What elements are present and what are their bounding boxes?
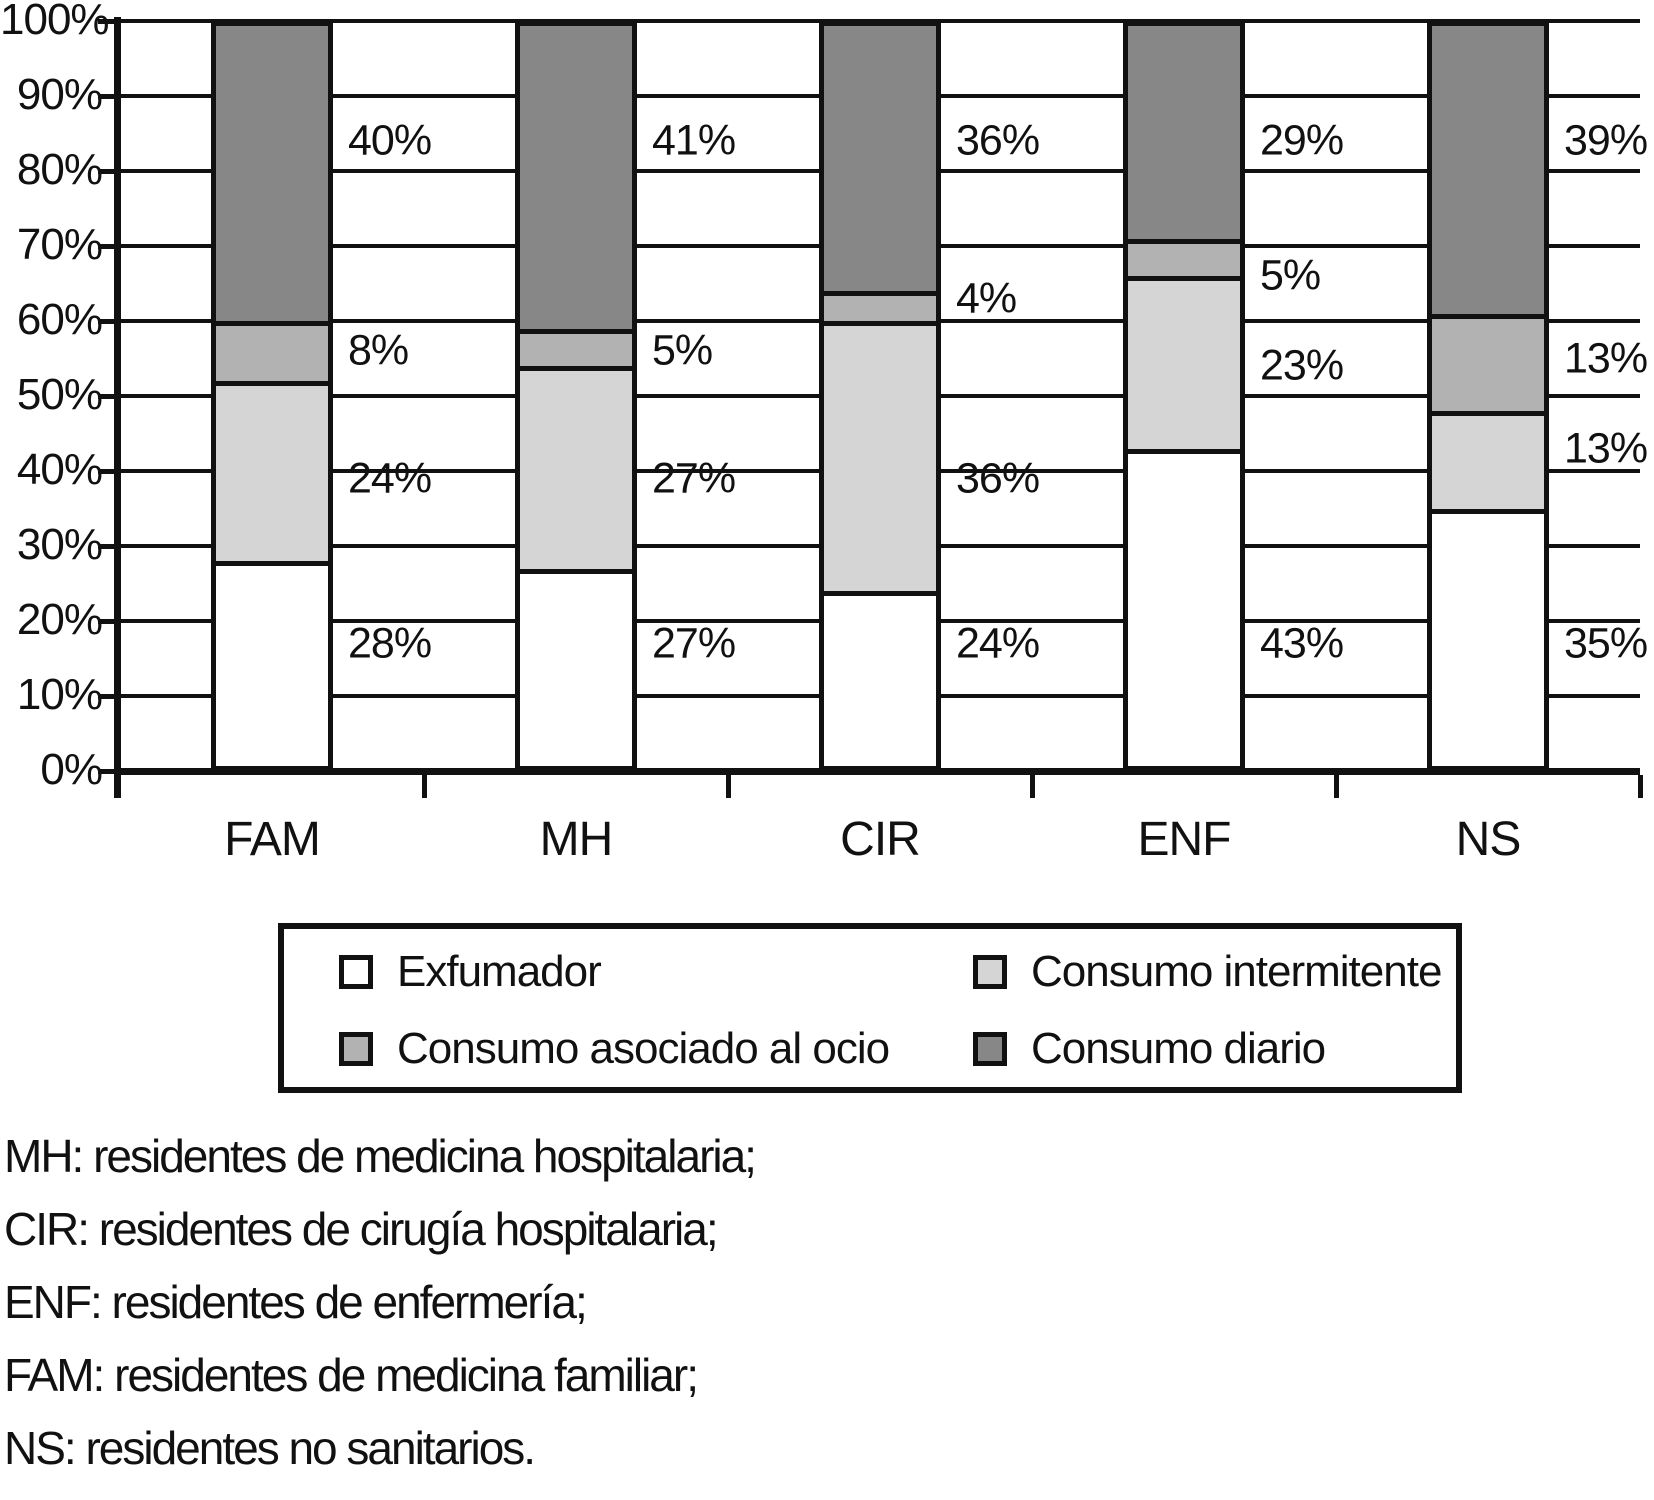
y-tick-label: 90% bbox=[16, 70, 103, 119]
y-axis-tick bbox=[98, 168, 115, 174]
legend-swatch-exfumador bbox=[339, 955, 373, 989]
bar-ENF-segment-exfumador bbox=[1123, 448, 1245, 771]
data-label-MH: 41% bbox=[652, 116, 736, 165]
bar-ENF-segment-consumo-diario bbox=[1123, 21, 1245, 244]
bar-MH-segment-consumo-asociado-al-ocio bbox=[515, 328, 637, 371]
y-tick-label: 100% bbox=[0, 0, 110, 44]
x-axis-label-FAM: FAM bbox=[224, 813, 321, 866]
data-label-CIR: 24% bbox=[956, 619, 1040, 667]
y-axis-line bbox=[114, 17, 121, 798]
data-label-ENF: 29% bbox=[1260, 116, 1344, 165]
legend-label: Consumo intermitente bbox=[1031, 947, 1442, 996]
y-tick-label: 30% bbox=[16, 520, 103, 569]
bar-NS-segment-exfumador bbox=[1427, 508, 1549, 771]
data-label-NS: 35% bbox=[1564, 619, 1648, 667]
data-label-NS: 13% bbox=[1564, 424, 1648, 472]
y-tick-label: 50% bbox=[16, 370, 103, 419]
legend-swatch-consumo-diario bbox=[973, 1032, 1007, 1066]
data-label-MH: 5% bbox=[652, 326, 713, 375]
data-label-NS: 39% bbox=[1564, 116, 1648, 165]
x-axis-tick bbox=[1637, 775, 1643, 798]
y-tick-label: 20% bbox=[16, 595, 103, 644]
bar-MH-segment-consumo-diario bbox=[515, 21, 637, 334]
x-axis-label-NS: NS bbox=[1455, 813, 1522, 866]
data-label-ENF: 43% bbox=[1260, 619, 1344, 667]
y-axis-tick bbox=[98, 543, 115, 549]
y-axis-tick bbox=[98, 243, 115, 249]
y-axis-tick bbox=[98, 618, 115, 624]
legend-label: Exfumador bbox=[397, 947, 602, 996]
bar-NS bbox=[1427, 21, 1549, 771]
bar-ENF bbox=[1123, 21, 1245, 771]
y-axis-tick bbox=[98, 768, 115, 774]
bar-FAM-segment-consumo-asociado-al-ocio bbox=[211, 321, 333, 386]
data-label-FAM: 40% bbox=[348, 116, 432, 165]
footnote-ns: NS: residentes no sanitarios. bbox=[4, 1422, 536, 1474]
footnotes: MH: residentes de medicina hospitalaria;… bbox=[4, 1120, 757, 1485]
x-axis-line bbox=[114, 767, 1640, 775]
y-axis-tick bbox=[98, 18, 115, 24]
y-tick-label: 40% bbox=[16, 445, 103, 494]
bar-FAM bbox=[211, 21, 333, 771]
bar-NS-segment-consumo-diario bbox=[1427, 21, 1549, 319]
legend-label: Consumo asociado al ocio bbox=[397, 1024, 890, 1073]
bar-NS-segment-consumo-asociado-al-ocio bbox=[1427, 313, 1549, 416]
data-label-CIR: 36% bbox=[956, 116, 1040, 165]
legend-swatch-consumo-intermitente bbox=[973, 955, 1007, 989]
x-axis-tick bbox=[725, 775, 731, 798]
bar-CIR-segment-consumo-asociado-al-ocio bbox=[819, 291, 941, 326]
y-tick-label: 80% bbox=[16, 145, 103, 194]
x-axis-tick bbox=[1333, 775, 1339, 798]
y-axis-tick bbox=[98, 393, 115, 399]
legend: Exfumador Consumo intermitente Consumo a… bbox=[278, 923, 1462, 1093]
data-label-CIR: 36% bbox=[956, 454, 1040, 502]
y-axis-tick bbox=[98, 693, 115, 699]
y-tick-label: 0% bbox=[40, 745, 103, 794]
legend-label: Consumo diario bbox=[1031, 1024, 1326, 1073]
legend-item-consumo-diario: Consumo diario bbox=[973, 1024, 1326, 1073]
data-label-ENF: 5% bbox=[1260, 251, 1321, 300]
footnote-fam: FAM: residentes de medicina familiar; bbox=[4, 1349, 699, 1401]
x-axis-label-CIR: CIR bbox=[840, 813, 921, 866]
bar-CIR-segment-exfumador bbox=[819, 591, 941, 771]
bar-ENF-segment-consumo-asociado-al-ocio bbox=[1123, 238, 1245, 281]
legend-item-consumo-asociado-al-ocio: Consumo asociado al ocio bbox=[339, 1024, 890, 1073]
bar-MH-segment-consumo-intermitente bbox=[515, 366, 637, 574]
bar-CIR-segment-consumo-diario bbox=[819, 21, 941, 296]
bar-CIR bbox=[819, 21, 941, 771]
y-axis-tick bbox=[98, 468, 115, 474]
data-label-NS: 13% bbox=[1564, 334, 1648, 382]
data-label-CIR: 4% bbox=[956, 274, 1017, 322]
footnote-mh: MH: residentes de medicina hospitalaria; bbox=[4, 1130, 757, 1182]
y-tick-label: 60% bbox=[16, 295, 103, 344]
bar-FAM-segment-exfumador bbox=[211, 561, 333, 771]
bar-MH-segment-exfumador bbox=[515, 568, 637, 771]
x-axis-label-ENF: ENF bbox=[1137, 813, 1232, 866]
bar-CIR-segment-consumo-intermitente bbox=[819, 321, 941, 596]
data-label-MH: 27% bbox=[652, 454, 736, 502]
bar-FAM-segment-consumo-diario bbox=[211, 21, 333, 326]
y-axis-tick bbox=[98, 93, 115, 99]
x-axis-label-MH: MH bbox=[539, 813, 614, 866]
data-label-FAM: 8% bbox=[348, 326, 409, 375]
x-axis-tick bbox=[1029, 775, 1035, 798]
data-label-FAM: 28% bbox=[348, 619, 432, 667]
bar-NS-segment-consumo-intermitente bbox=[1427, 411, 1549, 514]
data-label-MH: 27% bbox=[652, 619, 736, 667]
bar-ENF-segment-consumo-intermitente bbox=[1123, 276, 1245, 454]
data-label-ENF: 23% bbox=[1260, 341, 1344, 390]
bar-FAM-segment-consumo-intermitente bbox=[211, 381, 333, 566]
y-tick-label: 10% bbox=[16, 670, 103, 719]
legend-item-consumo-intermitente: Consumo intermitente bbox=[973, 947, 1442, 996]
footnote-cir: CIR: residentes de cirugía hospitalaria; bbox=[4, 1203, 719, 1255]
legend-item-exfumador: Exfumador bbox=[339, 947, 602, 996]
y-axis-tick bbox=[98, 318, 115, 324]
y-tick-label: 70% bbox=[16, 220, 103, 269]
data-label-FAM: 24% bbox=[348, 454, 432, 502]
bar-MH bbox=[515, 21, 637, 771]
legend-swatch-consumo-asociado-al-ocio bbox=[339, 1032, 373, 1066]
x-axis-tick bbox=[421, 775, 427, 798]
footnote-enf: ENF: residentes de enfermería; bbox=[4, 1276, 588, 1328]
